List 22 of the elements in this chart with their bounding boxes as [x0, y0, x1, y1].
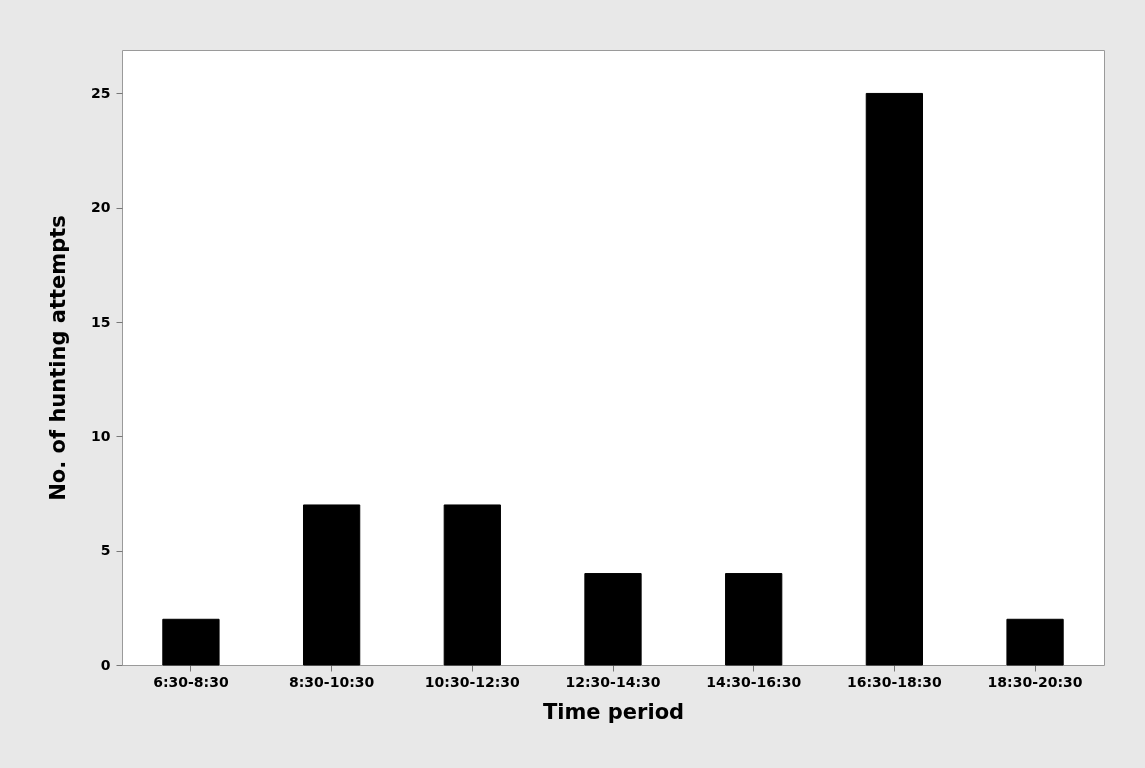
x-tick-label: 18:30-20:30	[987, 673, 1083, 690]
bar	[1006, 618, 1064, 666]
y-tick-label: 5	[100, 542, 111, 559]
y-tick-label: 25	[91, 84, 111, 101]
x-tick-label: 8:30-10:30	[289, 673, 375, 690]
y-tick-label: 15	[91, 313, 111, 330]
y-tick-label: 0	[100, 656, 111, 673]
x-axis-title: Time period	[542, 699, 685, 724]
bar	[443, 504, 501, 666]
bar	[725, 573, 783, 666]
y-axis-title: No. of hunting attempts	[46, 215, 71, 501]
x-tick-label: 16:30-18:30	[846, 673, 943, 690]
bar	[302, 504, 361, 666]
bar	[162, 618, 220, 666]
y-tick-label: 20	[91, 199, 111, 216]
bar	[865, 92, 924, 666]
bar	[584, 573, 642, 666]
x-tick-label: 10:30-12:30	[424, 673, 521, 690]
x-tick-label: 6:30-8:30	[153, 673, 229, 690]
x-tick-label: 12:30-14:30	[565, 673, 661, 690]
y-tick-label: 10	[91, 427, 111, 444]
x-tick-label: 14:30-16:30	[706, 673, 802, 690]
